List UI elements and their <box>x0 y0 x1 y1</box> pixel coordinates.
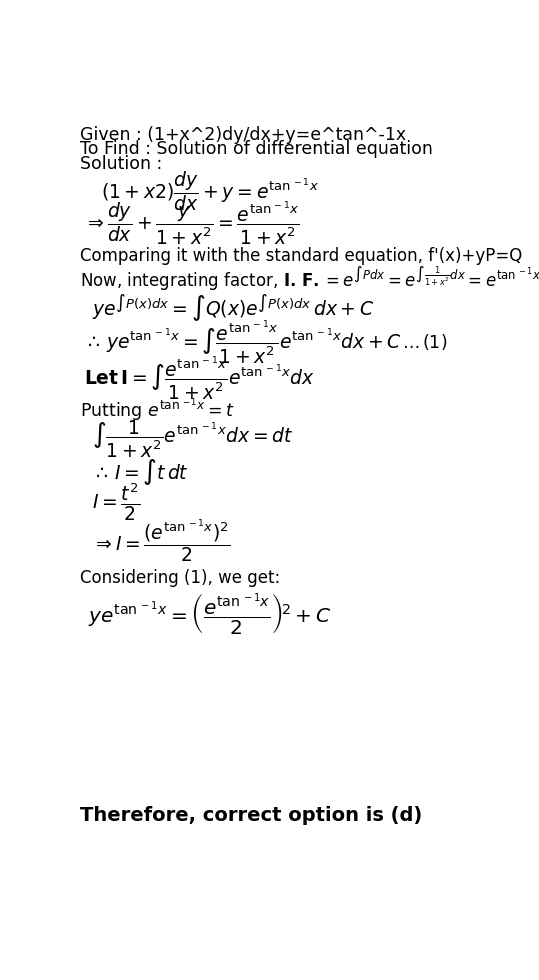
Text: $I = \dfrac{t^2}{2}$: $I = \dfrac{t^2}{2}$ <box>93 482 141 523</box>
Text: $ye^{\int P(x)dx} = \int Q(x)e^{\int P(x)dx}\,dx + C$: $ye^{\int P(x)dx} = \int Q(x)e^{\int P(x… <box>93 292 375 323</box>
Text: Given : (1+x^2)dy/dx+y=e^tan^-1x: Given : (1+x^2)dy/dx+y=e^tan^-1x <box>80 126 406 144</box>
Text: $\therefore\, I = \int t\, dt$: $\therefore\, I = \int t\, dt$ <box>93 458 189 487</box>
Text: Comparing it with the standard equation, f'(x)+yP=Q: Comparing it with the standard equation,… <box>80 247 522 266</box>
Text: $\Rightarrow I = \dfrac{\left(e^{\mathrm{tan}^{\,-1} x}\right)^2}{2}$: $\Rightarrow I = \dfrac{\left(e^{\mathrm… <box>93 518 231 565</box>
Text: $(1 + x2)\dfrac{dy}{dx} + y = e^{\mathrm{tan}^{\,-1} x}$: $(1 + x2)\dfrac{dy}{dx} + y = e^{\mathrm… <box>101 169 319 213</box>
Text: $\therefore\, ye^{\mathrm{tan}^{\,-1} x} = \int \dfrac{e^{\mathrm{tan}^{\,-1} x}: $\therefore\, ye^{\mathrm{tan}^{\,-1} x}… <box>84 318 402 366</box>
Text: $\Rightarrow \dfrac{dy}{dx} + \dfrac{y}{1 + x^2} = \dfrac{e^{\mathrm{tan}^{\,-1}: $\Rightarrow \dfrac{dy}{dx} + \dfrac{y}{… <box>84 200 300 247</box>
Text: $ye^{\mathrm{tan}^{\,-1} x} = \left(\dfrac{e^{\mathrm{tan}^{\,-1} x}}{2}\right)^: $ye^{\mathrm{tan}^{\,-1} x} = \left(\dfr… <box>88 591 332 637</box>
Text: $\ldots\,(1)$: $\ldots\,(1)$ <box>402 331 447 352</box>
Text: $\int \dfrac{1}{1 + x^2} e^{\mathrm{tan}^{\,-1} x}dx = dt$: $\int \dfrac{1}{1 + x^2} e^{\mathrm{tan}… <box>93 418 294 460</box>
Text: Considering (1), we get:: Considering (1), we get: <box>80 569 280 587</box>
Text: Solution :: Solution : <box>80 155 162 172</box>
Text: $\mathbf{Let}\, \mathbf{I} = \int \dfrac{e^{\mathrm{tan}^{\,-1} x}}{1 + x^2} e^{: $\mathbf{Let}\, \mathbf{I} = \int \dfrac… <box>84 354 315 402</box>
Text: Therefore, correct option is (d): Therefore, correct option is (d) <box>80 807 422 825</box>
Text: To Find : Solution of differential equation: To Find : Solution of differential equat… <box>80 140 433 159</box>
Text: Now, integrating factor, $\mathbf{I.\,F.} = e^{\int P dx} = e^{\int \frac{1}{1+x: Now, integrating factor, $\mathbf{I.\,F.… <box>80 265 539 292</box>
Text: Putting $e^{\mathrm{tan}^{\,-1} x} = t$: Putting $e^{\mathrm{tan}^{\,-1} x} = t$ <box>80 397 235 424</box>
